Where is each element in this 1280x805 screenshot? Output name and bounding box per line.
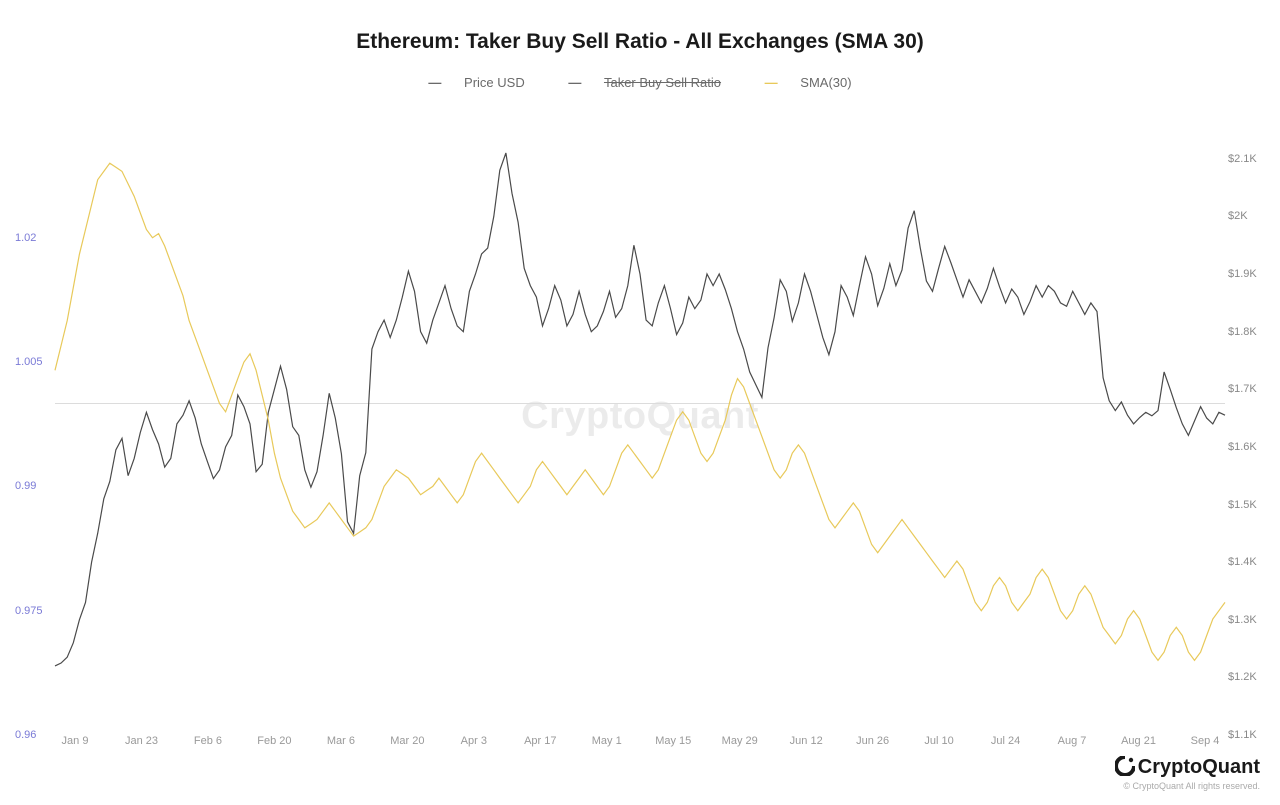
x-tick: May 29 bbox=[722, 735, 758, 747]
branding: CryptoQuant © CryptoQuant All rights res… bbox=[1115, 756, 1260, 791]
x-tick: Jun 26 bbox=[856, 735, 889, 747]
y-left-tick: 1.005 bbox=[15, 356, 51, 368]
x-tick: Aug 21 bbox=[1121, 735, 1156, 747]
chart-title: Ethereum: Taker Buy Sell Ratio - All Exc… bbox=[0, 30, 1280, 54]
y-right-tick: $2.1K bbox=[1228, 153, 1268, 165]
y-right-tick: $1.9K bbox=[1228, 268, 1268, 280]
x-tick: Jan 9 bbox=[62, 735, 89, 747]
brand-icon bbox=[1115, 756, 1135, 776]
legend-swatch-ratio: — bbox=[568, 75, 580, 90]
brand-logo: CryptoQuant bbox=[1115, 756, 1260, 779]
x-tick: Apr 17 bbox=[524, 735, 556, 747]
legend-swatch-price: — bbox=[428, 75, 440, 90]
x-axis-labels: Jan 9 Jan 23 Feb 6 Feb 20 Mar 6 Mar 20 Apr 3 Ap… bbox=[55, 735, 1225, 755]
x-tick: May 15 bbox=[655, 735, 691, 747]
y-left-tick: 0.975 bbox=[15, 605, 51, 617]
x-tick: Sep 4 bbox=[1191, 735, 1220, 747]
y-left-tick: 0.96 bbox=[15, 729, 51, 741]
y-right-tick: $1.5K bbox=[1228, 499, 1268, 511]
x-tick: Mar 6 bbox=[327, 735, 355, 747]
y-right-tick: $2K bbox=[1228, 210, 1268, 222]
brand-copyright: © CryptoQuant All rights reserved. bbox=[1115, 781, 1260, 791]
y-right-tick: $1.7K bbox=[1228, 383, 1268, 395]
plot-svg bbox=[55, 130, 1225, 735]
x-tick: Feb 6 bbox=[194, 735, 222, 747]
brand-name: CryptoQuant bbox=[1138, 756, 1260, 778]
series-sma30 bbox=[55, 163, 1225, 660]
x-tick: Aug 7 bbox=[1058, 735, 1087, 747]
x-tick: Apr 3 bbox=[461, 735, 487, 747]
plot-area bbox=[55, 130, 1225, 735]
chart-container: Ethereum: Taker Buy Sell Ratio - All Exc… bbox=[0, 0, 1280, 805]
legend-item-ratio: — Taker Buy Sell Ratio bbox=[558, 75, 734, 90]
series-price_usd bbox=[55, 153, 1225, 666]
x-tick: Mar 20 bbox=[390, 735, 424, 747]
y-left-tick: 1.02 bbox=[15, 232, 51, 244]
y-right-tick: $1.8K bbox=[1228, 326, 1268, 338]
y-right-tick: $1.2K bbox=[1228, 671, 1268, 683]
legend-swatch-sma: — bbox=[765, 75, 777, 90]
legend-label-price: Price USD bbox=[464, 75, 525, 90]
x-tick: May 1 bbox=[592, 735, 622, 747]
legend-item-sma: — SMA(30) bbox=[755, 75, 862, 90]
legend-item-price: — Price USD bbox=[418, 75, 538, 90]
x-tick: Jan 23 bbox=[125, 735, 158, 747]
x-tick: Feb 20 bbox=[257, 735, 291, 747]
x-tick: Jun 12 bbox=[790, 735, 823, 747]
y-right-tick: $1.6K bbox=[1228, 441, 1268, 453]
legend-label-sma: SMA(30) bbox=[800, 75, 851, 90]
y-right-tick: $1.4K bbox=[1228, 556, 1268, 568]
y-right-tick: $1.3K bbox=[1228, 614, 1268, 626]
y-left-tick: 0.99 bbox=[15, 480, 51, 492]
x-tick: Jul 24 bbox=[991, 735, 1020, 747]
chart-legend: — Price USD — Taker Buy Sell Ratio — SMA… bbox=[0, 75, 1280, 90]
legend-label-ratio: Taker Buy Sell Ratio bbox=[604, 75, 721, 90]
y-right-tick: $1.1K bbox=[1228, 729, 1268, 741]
x-tick: Jul 10 bbox=[924, 735, 953, 747]
